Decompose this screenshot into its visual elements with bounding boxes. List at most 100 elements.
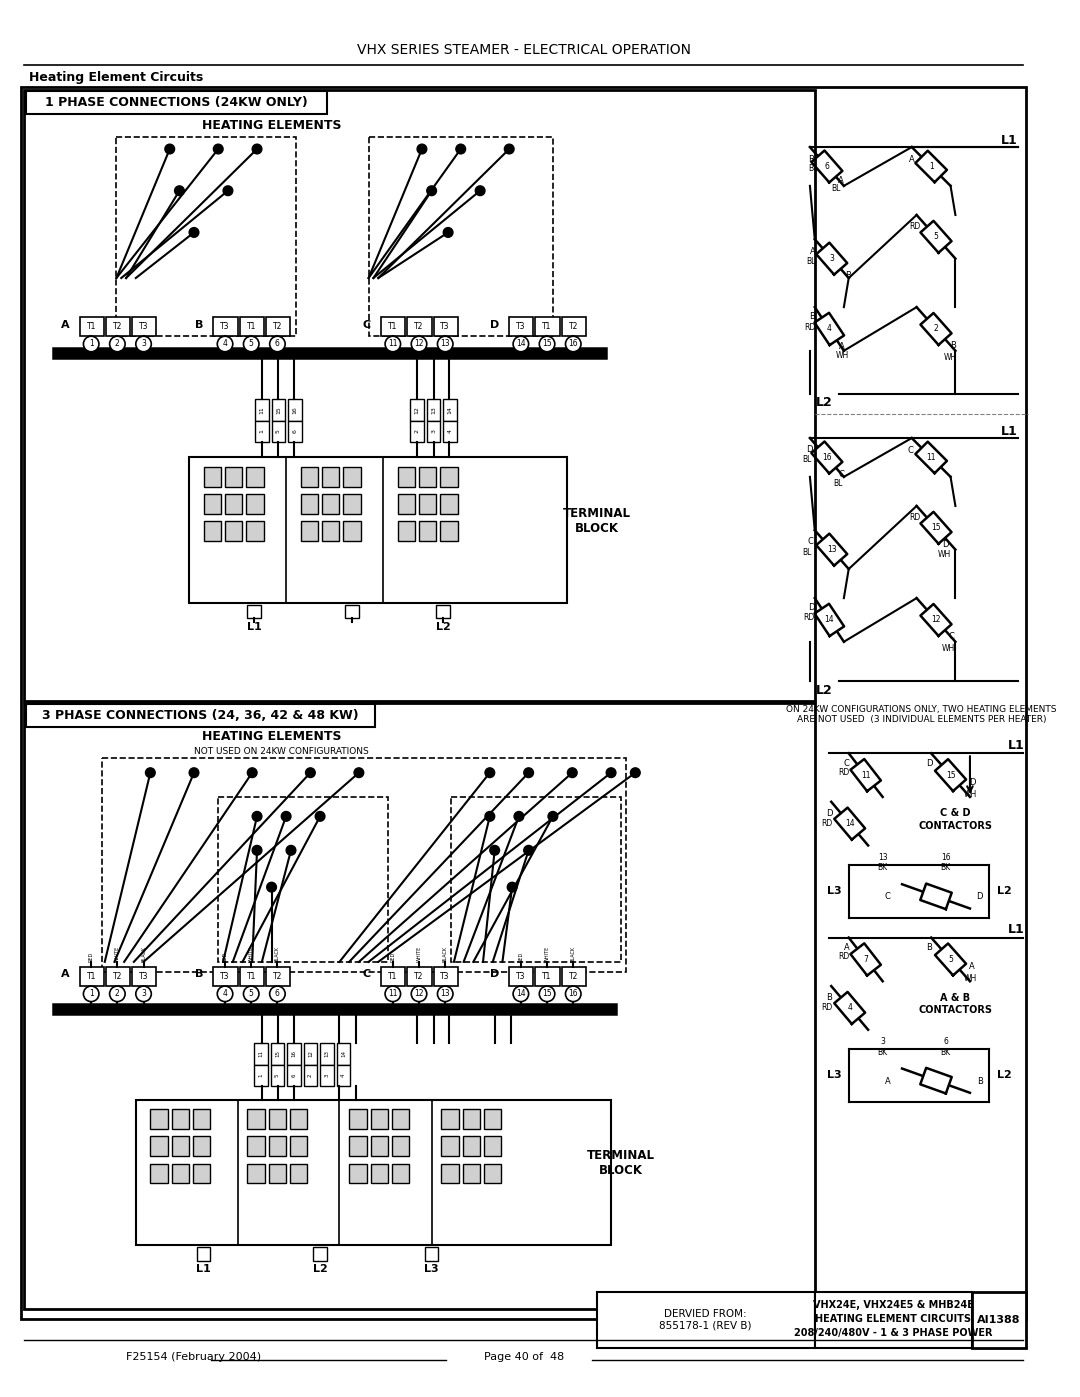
Circle shape bbox=[270, 337, 285, 352]
Text: T2: T2 bbox=[273, 972, 282, 981]
Text: C: C bbox=[363, 970, 370, 979]
Bar bbox=[193, 1109, 211, 1129]
Text: 6: 6 bbox=[275, 339, 280, 348]
Bar bbox=[536, 317, 559, 337]
Text: C: C bbox=[885, 893, 890, 901]
Text: 3 PHASE CONNECTIONS (24, 36, 42 & 48 KW): 3 PHASE CONNECTIONS (24, 36, 42 & 48 KW) bbox=[42, 708, 359, 722]
Bar bbox=[300, 495, 319, 514]
Text: 4: 4 bbox=[847, 1003, 852, 1013]
Circle shape bbox=[247, 768, 257, 778]
Circle shape bbox=[508, 883, 517, 893]
Text: RED: RED bbox=[89, 951, 94, 963]
Circle shape bbox=[136, 986, 151, 1002]
Circle shape bbox=[83, 986, 99, 1002]
Text: WHITE: WHITE bbox=[544, 946, 550, 963]
Bar bbox=[320, 1044, 334, 1065]
Circle shape bbox=[146, 768, 156, 778]
Circle shape bbox=[490, 845, 500, 855]
Bar bbox=[322, 467, 339, 486]
Bar bbox=[349, 1136, 366, 1155]
Text: 13: 13 bbox=[878, 852, 888, 862]
Text: WH: WH bbox=[942, 644, 955, 652]
Text: B: B bbox=[194, 320, 203, 330]
Circle shape bbox=[443, 228, 453, 237]
Bar bbox=[300, 521, 319, 541]
Bar bbox=[266, 317, 291, 337]
Text: 13: 13 bbox=[441, 989, 450, 999]
Bar bbox=[255, 400, 269, 420]
Text: RD: RD bbox=[838, 953, 850, 961]
Bar bbox=[291, 1164, 308, 1183]
Bar bbox=[172, 1136, 189, 1155]
Text: AI1388: AI1388 bbox=[977, 1315, 1021, 1324]
Text: 12: 12 bbox=[308, 1051, 313, 1058]
Text: C & D: C & D bbox=[941, 809, 971, 819]
Circle shape bbox=[217, 337, 233, 352]
Circle shape bbox=[548, 812, 557, 821]
Bar bbox=[442, 1109, 459, 1129]
Text: T1: T1 bbox=[86, 323, 96, 331]
Circle shape bbox=[224, 186, 233, 196]
Text: 15: 15 bbox=[931, 524, 941, 532]
Bar bbox=[443, 400, 457, 420]
Bar bbox=[266, 967, 291, 986]
Circle shape bbox=[437, 337, 453, 352]
Circle shape bbox=[566, 337, 581, 352]
Circle shape bbox=[417, 144, 427, 154]
Bar bbox=[291, 1136, 308, 1155]
Text: BLACK: BLACK bbox=[275, 946, 280, 963]
Text: T3: T3 bbox=[441, 323, 450, 331]
Bar bbox=[214, 967, 238, 986]
Text: L2: L2 bbox=[997, 886, 1011, 895]
Bar bbox=[562, 967, 585, 986]
Text: 13: 13 bbox=[441, 339, 450, 348]
Circle shape bbox=[606, 768, 616, 778]
Text: 16: 16 bbox=[568, 339, 578, 348]
Bar bbox=[436, 605, 450, 619]
Bar bbox=[150, 1109, 167, 1129]
Text: T3: T3 bbox=[516, 323, 526, 331]
Circle shape bbox=[214, 144, 224, 154]
Text: T3: T3 bbox=[139, 323, 148, 331]
Text: 12: 12 bbox=[931, 616, 941, 624]
Text: T2: T2 bbox=[568, 323, 578, 331]
Text: 15: 15 bbox=[275, 407, 281, 414]
Bar bbox=[424, 1248, 438, 1260]
Text: A & B: A & B bbox=[941, 993, 971, 1003]
Text: 15: 15 bbox=[542, 989, 552, 999]
Text: 14: 14 bbox=[447, 407, 453, 414]
Bar bbox=[287, 1044, 300, 1065]
Bar bbox=[303, 1065, 318, 1085]
Text: T1: T1 bbox=[542, 323, 552, 331]
Circle shape bbox=[539, 337, 555, 352]
Text: RD: RD bbox=[909, 513, 920, 522]
Text: A: A bbox=[969, 963, 975, 971]
Text: RED: RED bbox=[390, 951, 395, 963]
Text: 1: 1 bbox=[929, 162, 933, 170]
Bar bbox=[343, 495, 361, 514]
Text: VHX24E, VHX24E5 & MHB24E: VHX24E, VHX24E5 & MHB24E bbox=[813, 1301, 974, 1310]
Bar bbox=[349, 1164, 366, 1183]
Text: TERMINAL
BLOCK: TERMINAL BLOCK bbox=[586, 1148, 654, 1176]
Bar bbox=[106, 317, 130, 337]
Bar bbox=[368, 137, 553, 337]
Text: T3: T3 bbox=[139, 972, 148, 981]
Bar bbox=[288, 420, 301, 441]
Text: RD: RD bbox=[821, 1003, 832, 1011]
Bar bbox=[288, 400, 301, 420]
Text: 2: 2 bbox=[415, 429, 420, 433]
Text: 11: 11 bbox=[388, 989, 397, 999]
Bar bbox=[381, 317, 405, 337]
Text: B: B bbox=[809, 313, 814, 321]
Text: D: D bbox=[976, 893, 983, 901]
Text: 15: 15 bbox=[542, 339, 552, 348]
Text: D: D bbox=[490, 320, 499, 330]
Circle shape bbox=[475, 186, 485, 196]
Bar bbox=[254, 1065, 268, 1085]
Bar bbox=[407, 317, 432, 337]
Bar bbox=[313, 1248, 327, 1260]
Text: L2: L2 bbox=[816, 395, 833, 409]
Bar bbox=[269, 1136, 286, 1155]
Text: 12: 12 bbox=[415, 989, 423, 999]
Bar bbox=[240, 317, 264, 337]
